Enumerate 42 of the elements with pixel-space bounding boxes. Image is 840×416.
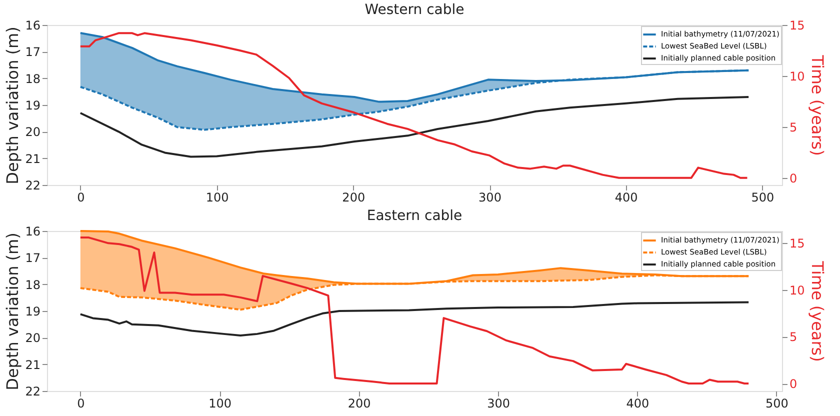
x-tick-label: 300 <box>478 190 502 204</box>
y-tick-label: 20 <box>25 331 40 346</box>
y2-tick-label: 5 <box>790 120 798 134</box>
x-tick-label: 300 <box>487 396 510 410</box>
y-tick-label: 18 <box>25 278 40 292</box>
y-tick-label: 20 <box>25 125 40 140</box>
x-tick-label: 200 <box>342 190 366 204</box>
y-axis-title: Depth variation (m) <box>3 26 22 184</box>
y-tick-label: 21 <box>25 358 40 372</box>
chart-title: Western cable <box>364 2 464 18</box>
y-tick-label: 22 <box>25 384 40 398</box>
x-tick-label: 400 <box>626 396 650 410</box>
x-tick-label: 0 <box>77 396 85 410</box>
y-tick-label: 19 <box>25 304 40 318</box>
y-tick-label: 18 <box>25 72 40 86</box>
x-tick-label: 500 <box>765 396 788 410</box>
y2-tick-label: 5 <box>790 330 798 344</box>
line-series <box>79 96 750 158</box>
x-tick-label: 100 <box>208 396 232 410</box>
y-tick-label: 21 <box>25 152 40 166</box>
y-tick-label: 16 <box>25 224 40 238</box>
y-tick-label: 16 <box>25 18 40 32</box>
y-axis-title: Depth variation (m) <box>3 232 22 390</box>
x-tick-label: 500 <box>751 190 774 204</box>
y-tick-label: 17 <box>25 251 40 266</box>
y-tick-label: 22 <box>25 178 40 192</box>
x-tick-label: 200 <box>348 396 371 410</box>
chart-title: Eastern cable <box>366 208 462 224</box>
y2-tick-label: 10 <box>790 283 805 298</box>
y2-tick-label: 15 <box>790 236 805 251</box>
y2-tick-label: 10 <box>790 69 805 84</box>
y-tick-label: 19 <box>25 98 40 112</box>
y2-tick-label: 0 <box>790 171 798 186</box>
y2-tick-label: 15 <box>790 18 805 32</box>
y2-tick-label: 0 <box>790 377 798 392</box>
x-tick-label: 0 <box>77 190 85 204</box>
x-tick-label: 100 <box>206 190 229 204</box>
y2-axis-title: Time (years) <box>808 260 827 362</box>
y-tick-label: 17 <box>25 45 40 60</box>
y2-axis-title: Time (years) <box>808 54 827 156</box>
x-tick-label: 400 <box>614 190 638 204</box>
line-series <box>79 301 750 337</box>
